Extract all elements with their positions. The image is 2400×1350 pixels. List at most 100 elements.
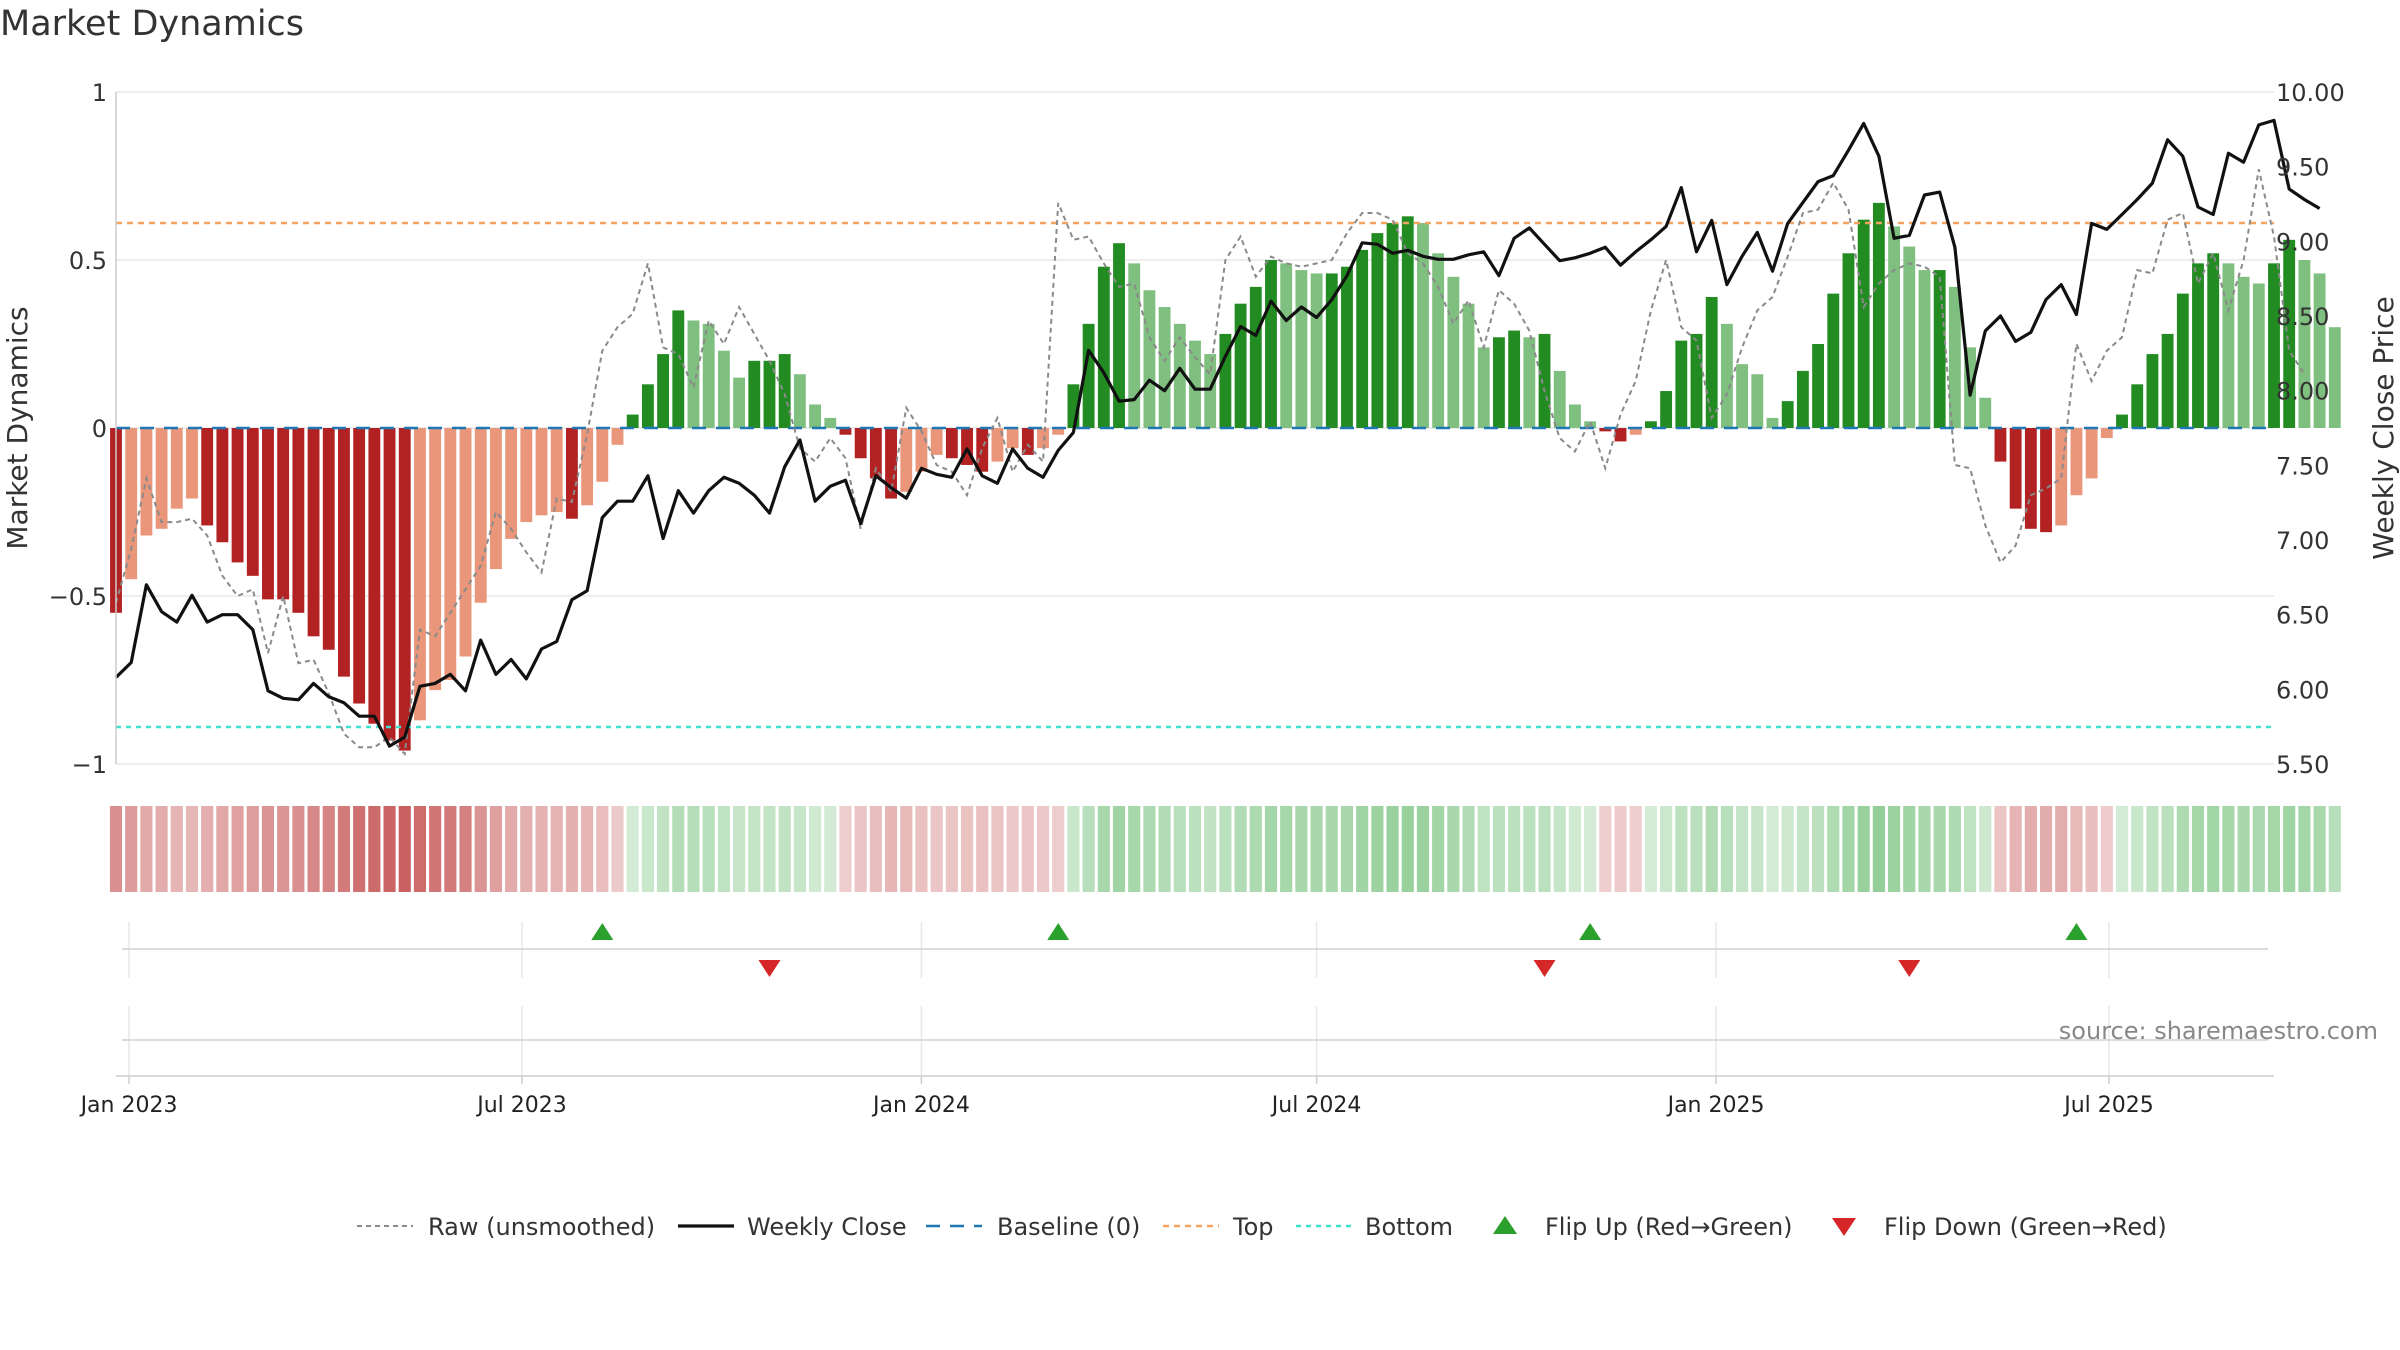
md-bar (368, 428, 381, 724)
md-bar (338, 428, 350, 677)
regime-cell (1416, 806, 1430, 892)
source-note: source: sharemaestro.com (2059, 1017, 2378, 1045)
regime-cell (398, 806, 411, 892)
y-tick-label-left: 0.5 (69, 247, 107, 275)
regime-cell (383, 806, 396, 892)
md-bar (1827, 293, 1840, 428)
md-bar (140, 428, 153, 536)
regime-cell (824, 806, 837, 892)
md-bar (1720, 323, 1733, 428)
md-bar (1067, 384, 1080, 428)
md-bar (292, 428, 305, 613)
regime-cell (672, 806, 685, 892)
md-bar (945, 428, 958, 459)
md-bar (2024, 428, 2037, 529)
y-tick-label-right: 9.50 (2276, 154, 2329, 182)
regime-cell (1204, 806, 1217, 892)
regime-cell (2328, 806, 2341, 892)
regime-cell (1842, 806, 1855, 892)
md-bar (1280, 263, 1293, 428)
regime-cell (960, 806, 974, 892)
md-bar (1538, 333, 1551, 428)
regime-cell (717, 806, 730, 892)
md-bar (1021, 428, 1034, 455)
md-bar (2328, 327, 2341, 428)
regime-cell (1462, 806, 1475, 892)
md-bar (687, 320, 700, 428)
regime-cell (1553, 806, 1566, 892)
regime-cell (1264, 806, 1278, 892)
md-bar (2070, 428, 2083, 496)
md-bar (2268, 263, 2280, 428)
md-bar (641, 384, 654, 428)
legend-label: Bottom (1365, 1213, 1453, 1241)
x-tick-label: Jan 2024 (871, 1093, 970, 1118)
md-bar (1082, 323, 1095, 428)
md-bar (2176, 293, 2189, 428)
md-bar (262, 428, 274, 600)
regime-cell (155, 806, 168, 892)
regime-cell (1492, 806, 1506, 892)
regime-cell (1736, 806, 1749, 892)
md-bar (2237, 276, 2250, 428)
md-bar (414, 428, 426, 721)
md-bar (307, 428, 320, 637)
md-bar (246, 428, 259, 576)
md-bar (900, 428, 913, 492)
regime-cell (201, 806, 214, 892)
legend-label: Top (1232, 1213, 1274, 1241)
x-tick-label: Jul 2023 (475, 1093, 567, 1118)
regime-cell (641, 806, 654, 892)
md-bar (2100, 428, 2113, 439)
md-bar (155, 428, 168, 529)
regime-cell (1371, 806, 1384, 892)
md-bar (1933, 270, 1946, 428)
regime-cell (1599, 806, 1612, 892)
regime-cell (261, 806, 275, 892)
md-bar (672, 310, 685, 428)
regime-cell (687, 806, 700, 892)
md-bar (1675, 340, 1688, 428)
regime-cell (915, 806, 928, 892)
regime-cell (1933, 806, 1946, 892)
flip-down-marker (1898, 960, 1921, 977)
regime-cell (2024, 806, 2037, 892)
regime-cell (748, 806, 761, 892)
regime-cell (1249, 806, 1262, 892)
regime-cell (1508, 806, 1521, 892)
regime-cell (2039, 806, 2053, 892)
md-bar (170, 428, 183, 509)
md-bar (2207, 253, 2220, 428)
y-tick-label-right: 9.00 (2276, 228, 2329, 256)
regime-cell (1963, 806, 1977, 892)
md-bar (596, 428, 609, 482)
md-bar (231, 428, 244, 563)
regime-cell (1827, 806, 1840, 892)
md-bar (1888, 226, 1900, 428)
md-bar (1158, 307, 1171, 428)
regime-cell (1310, 806, 1323, 892)
regime-cell (1690, 806, 1703, 892)
regime-cell (1872, 806, 1885, 892)
regime-cell (854, 806, 867, 892)
regime-cell (763, 806, 776, 892)
regime-cell (1021, 806, 1034, 892)
md-bar (1356, 249, 1369, 428)
weekly-close-line (114, 118, 2321, 748)
regime-cell (429, 806, 442, 892)
md-bar (854, 428, 867, 459)
md-bar (1842, 253, 1855, 428)
md-bar (1037, 428, 1049, 449)
flip-up-marker (1047, 923, 1070, 940)
regime-cell (702, 806, 715, 892)
md-bar (839, 428, 852, 435)
regime-cell (1523, 806, 1536, 892)
md-bar (1128, 263, 1141, 428)
regime-cell (337, 806, 351, 892)
y-tick-label-right: 7.00 (2276, 527, 2329, 555)
y-tick-label-right: 5.50 (2276, 751, 2329, 779)
regime-cell (2055, 806, 2068, 892)
regime-cell (1568, 806, 1582, 892)
md-bar (1432, 253, 1445, 428)
chart-title: Market Dynamics (0, 4, 305, 44)
